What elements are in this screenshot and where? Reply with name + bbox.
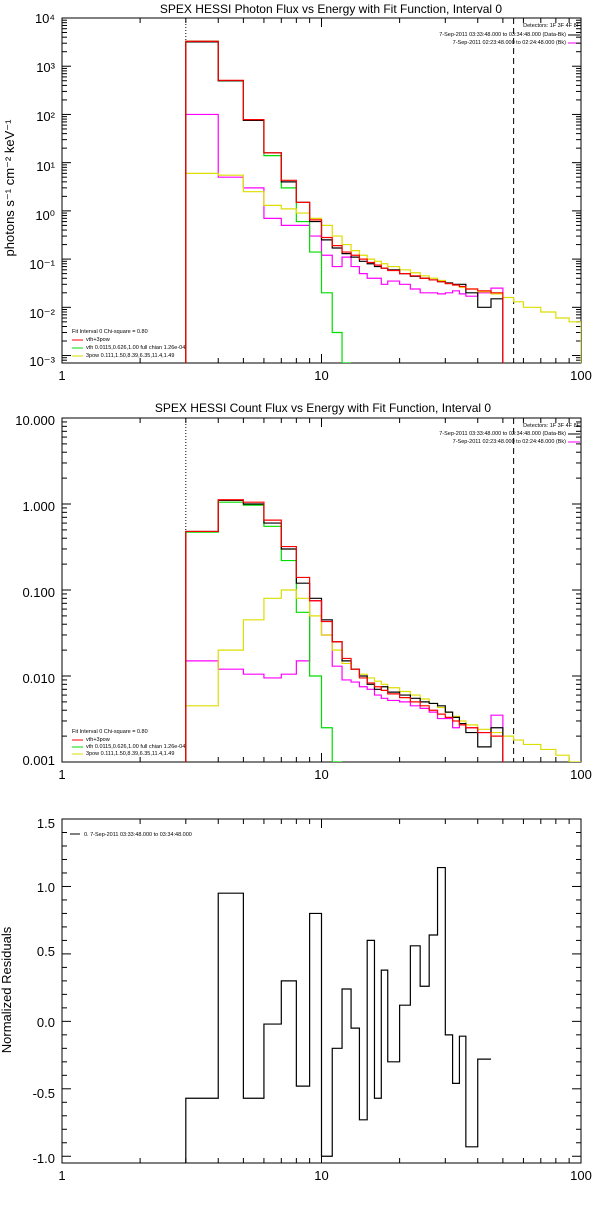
count-y-tick-label: 0.010 xyxy=(22,671,55,686)
photon-bk-interval-label: 7-Sep-2011 02:23:48.000 to 02:24:48.000 … xyxy=(453,40,567,46)
photon-series-bk xyxy=(185,113,504,363)
residuals-series-0-7-sep-2011-03-33-48-000-to-03-34-48-000 xyxy=(185,866,492,1163)
count-legend-total-label: vth+3pow xyxy=(86,737,110,743)
count-detectors-label: Detectors: 1F 3F 4F 8F xyxy=(523,423,580,429)
residuals-y-tick-label: -0.5 xyxy=(33,1086,55,1101)
count-legend-pow-label: 3pow 0.111,1.50,8.39,6.35,11.4,1.49 xyxy=(86,751,174,757)
count-bk-interval-label: 7-Sep-2011 02:23:48.000 to 02:24:48.000 … xyxy=(453,439,567,445)
photon-y-tick-label: 10⁻³ xyxy=(29,354,55,369)
photon-y-axis-label: photons s⁻¹ cm⁻² keV⁻¹ xyxy=(2,119,17,257)
count-legend-vth-label: vth 0.0115,0.626,1.00 full chian 1.26e-0… xyxy=(86,744,185,750)
count-x-tick-label: 100 xyxy=(570,767,592,782)
photon-x-tick-label: 1 xyxy=(58,368,65,383)
residuals-y-tick-label: 1.0 xyxy=(37,880,55,895)
count-x-tick-label: 10 xyxy=(314,767,328,782)
photon-series-data xyxy=(185,41,504,363)
count-y-tick-label: 0.001 xyxy=(22,753,55,768)
photon-series-vth xyxy=(185,40,352,363)
photon-y-tick-label: 10⁻¹ xyxy=(29,257,55,272)
photon-flux-panel: SPEX HESSI Photon Flux vs Energy with Fi… xyxy=(2,2,592,383)
residuals-y-tick-label: -1.0 xyxy=(33,1151,55,1166)
photon-y-tick-label: 10⁴ xyxy=(35,11,55,26)
photon-y-tick-label: 10⁻² xyxy=(29,306,55,321)
count-y-tick-label: 0.100 xyxy=(22,585,55,600)
photon-legend-total-label: vth+3pow xyxy=(86,337,110,343)
count-series-vth xyxy=(185,501,343,762)
photon-x-tick-label: 10 xyxy=(314,368,328,383)
residuals-x-tick-label: 10 xyxy=(314,1168,328,1183)
count-flux-panel: SPEX HESSI Count Flux vs Energy with Fit… xyxy=(15,401,592,782)
photon-y-tick-label: 10² xyxy=(36,109,55,124)
residuals-y-tick-label: 0.5 xyxy=(37,944,55,959)
residuals-legend-label: 0. 7-Sep-2011 03:33:48.000 to 03:34:48.0… xyxy=(84,832,192,838)
count-series-data xyxy=(185,499,504,762)
count-y-tick-label: 10.000 xyxy=(15,413,55,428)
residuals-x-tick-label: 1 xyxy=(58,1168,65,1183)
photon-y-tick-label: 10⁰ xyxy=(35,208,55,223)
photon-fit-label: Fit Interval 0 Chi-square = 0.80 xyxy=(72,329,148,335)
residuals-y-tick-label: 0.0 xyxy=(37,1015,55,1030)
photon-legend-swatches xyxy=(72,34,580,357)
residuals-y-axis-label: Normalized Residuals xyxy=(0,926,14,1053)
photon-data-interval-label: 7-Sep-2011 03:33:48.000 to 03:34:48.000 … xyxy=(439,32,566,38)
photon-detectors-label: Detectors: 1F 3F 4F 8F xyxy=(523,23,580,29)
count-y-tick-label: 1.000 xyxy=(22,499,55,514)
photon-series-3pow xyxy=(185,172,581,363)
count-data-interval-label: 7-Sep-2011 03:33:48.000 to 03:34:48.000 … xyxy=(439,431,566,437)
photon-x-tick-label: 100 xyxy=(570,368,592,383)
photon-panel-title: SPEX HESSI Photon Flux vs Energy with Fi… xyxy=(160,2,502,16)
count-panel-title: SPEX HESSI Count Flux vs Energy with Fit… xyxy=(155,401,491,415)
count-fit-label: Fit Interval 0 Chi-square = 0.80 xyxy=(72,729,148,735)
count-series-bk xyxy=(185,600,504,762)
residuals-x-tick-label: 100 xyxy=(570,1168,592,1183)
residuals-panel: Normalized Residuals 0. 7-Sep-2011 03:33… xyxy=(0,816,592,1183)
count-series-3pow xyxy=(185,589,581,762)
residuals-y-tick-label: 1.5 xyxy=(37,816,55,831)
photon-y-tick-label: 10¹ xyxy=(36,159,55,174)
photon-y-tick-label: 10³ xyxy=(36,60,55,75)
count-x-tick-label: 1 xyxy=(58,767,65,782)
photon-legend-pow-label: 3pow 0.111,1.50,8.39,6.35,11.4,1.49 xyxy=(86,353,174,359)
photon-legend-vth-label: vth 0.0115,0.626,1.00 full chian 1.26e-0… xyxy=(86,345,185,351)
photon-series-vth-3pow xyxy=(185,40,504,363)
count-series-vth-3pow xyxy=(185,499,504,762)
count-legend-swatches xyxy=(72,433,580,755)
